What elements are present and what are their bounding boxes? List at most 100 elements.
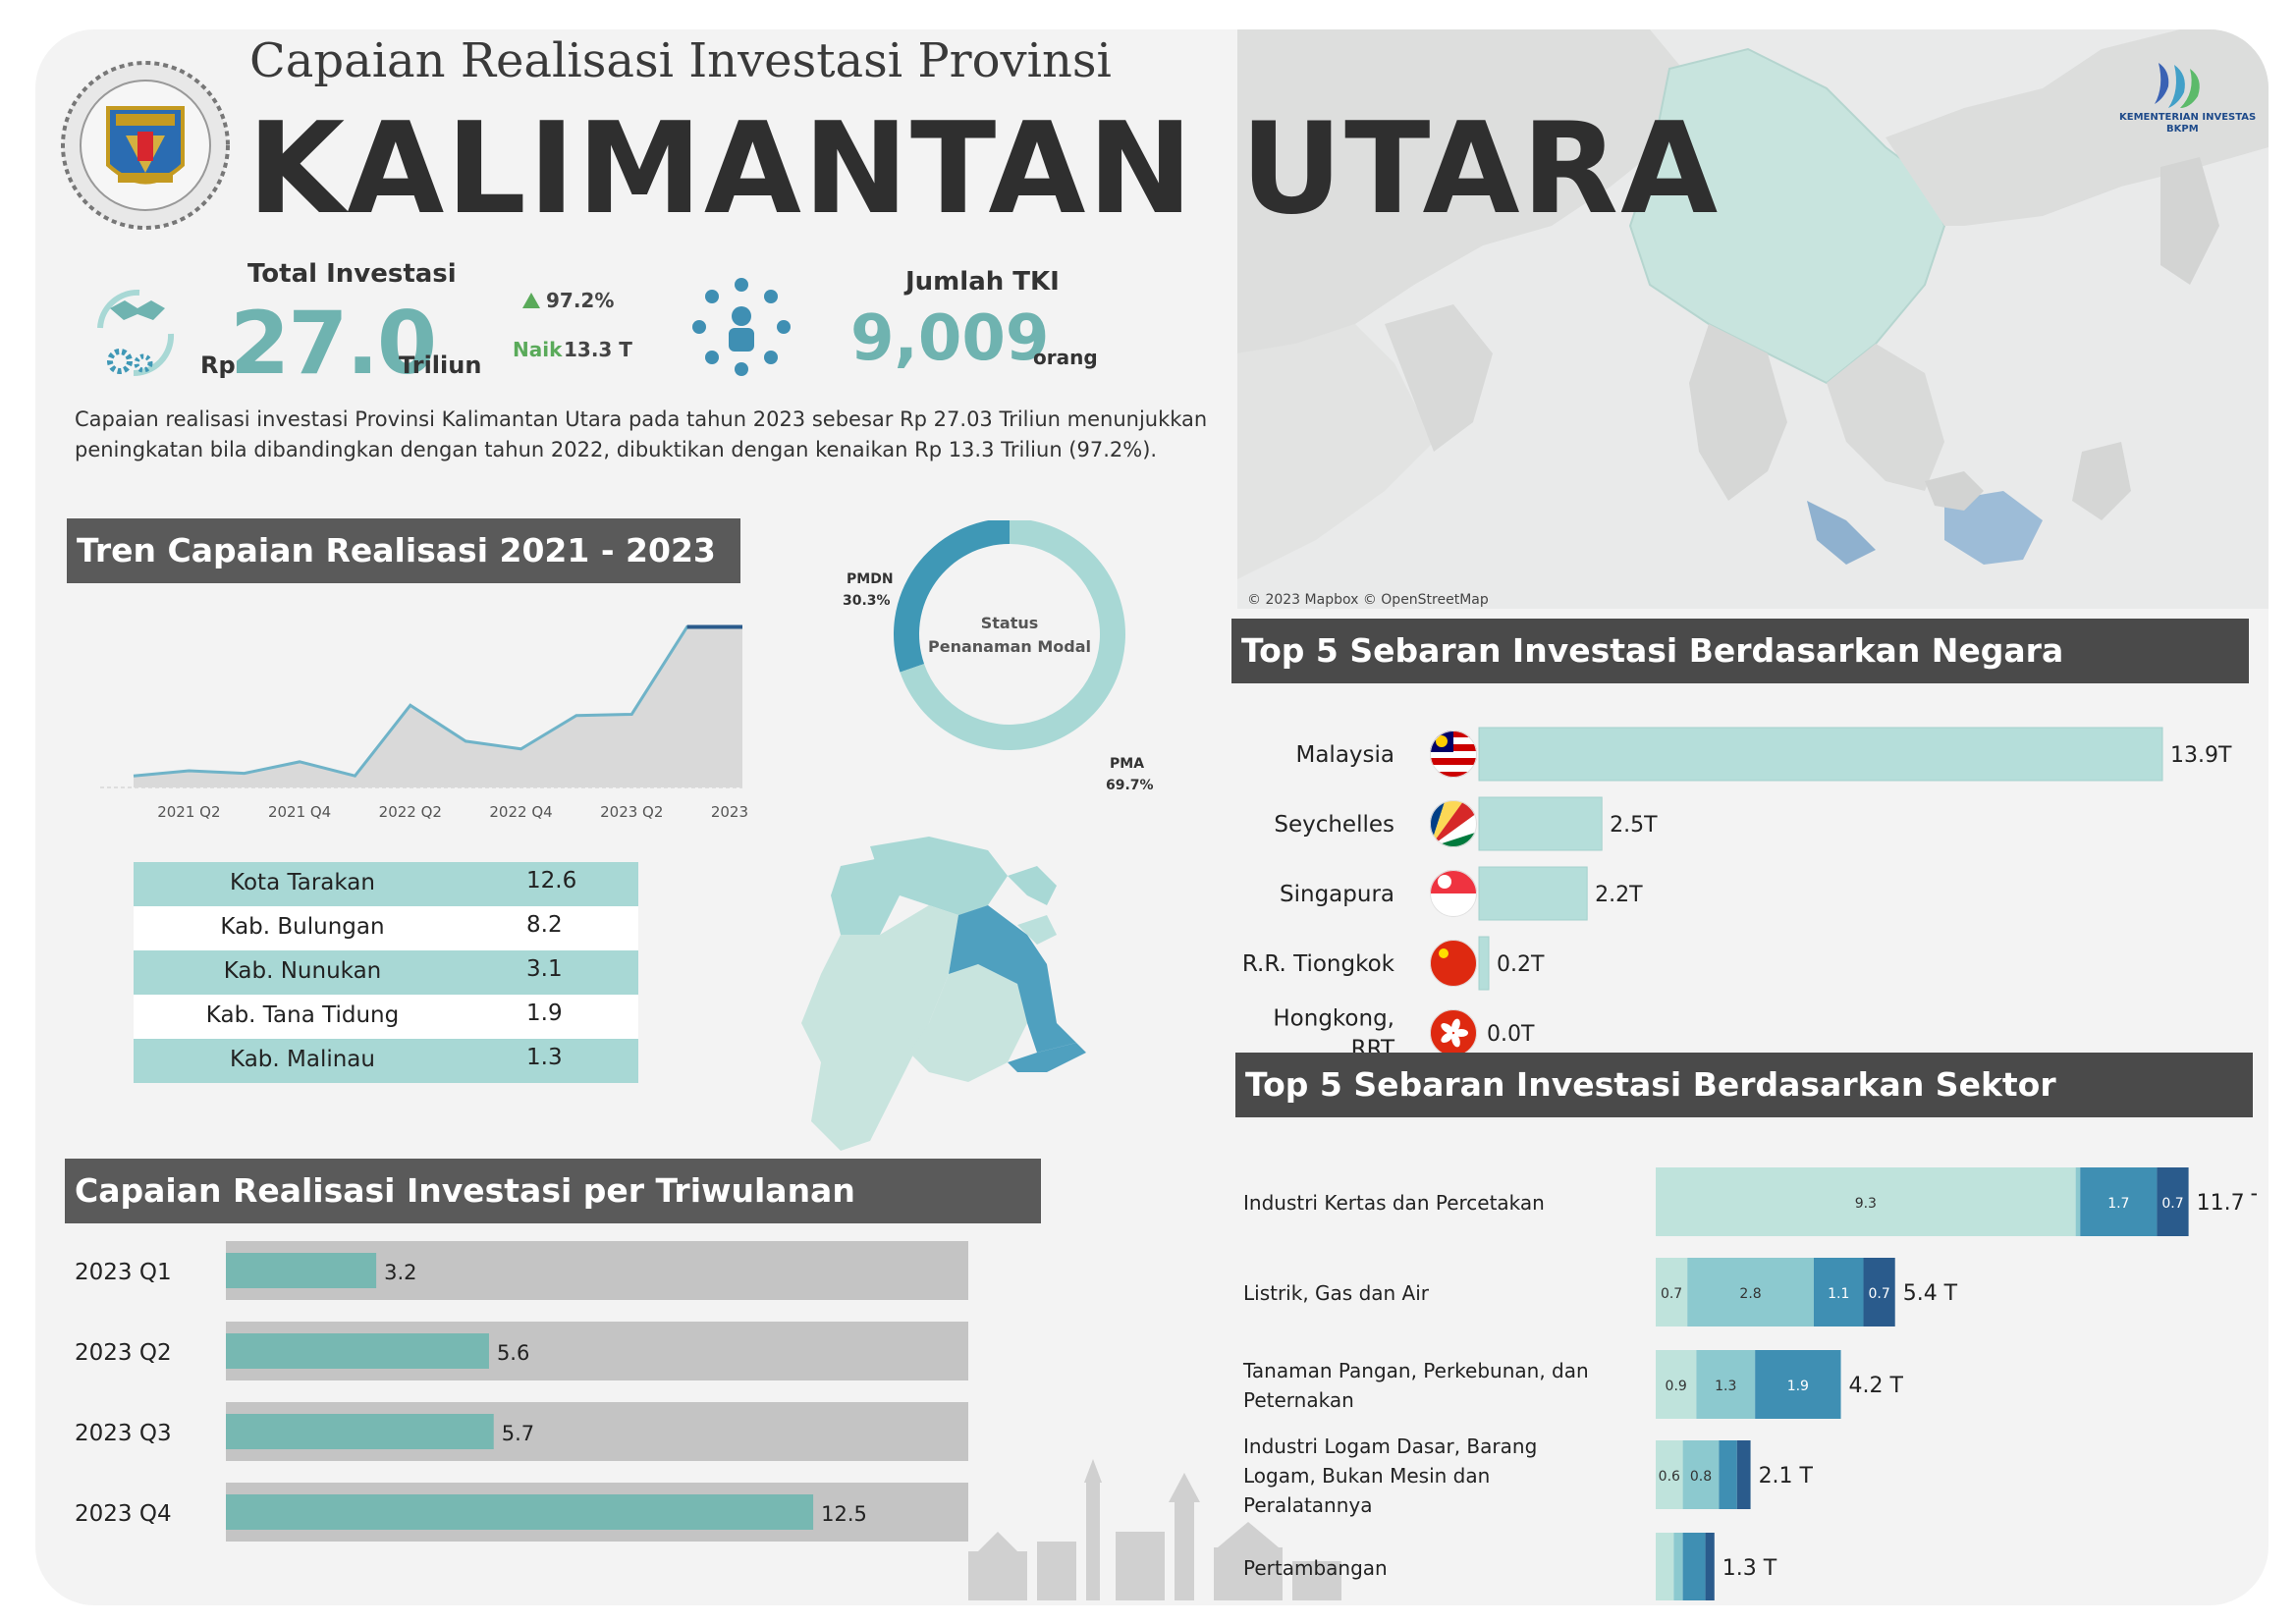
sector-segment-label: 1.7 bbox=[2107, 1196, 2129, 1212]
country-value-label: 0.2T bbox=[1497, 952, 1545, 977]
regency-name: Kab. Malinau bbox=[230, 1047, 375, 1072]
sector-label: Listrik, Gas dan Air bbox=[1243, 1281, 1430, 1305]
regency-name: Kota Tarakan bbox=[230, 870, 375, 895]
sector-total-label: 1.3 T bbox=[1722, 1556, 1777, 1581]
regency-value: 8.2 bbox=[526, 912, 563, 938]
sector-segment bbox=[2080, 1167, 2158, 1236]
sector-segment bbox=[1705, 1533, 1715, 1600]
donut-center-label-line1: Status bbox=[981, 614, 1039, 632]
donut-slice-pmdn bbox=[894, 520, 1010, 673]
sector-segment-label: 2.8 bbox=[1739, 1286, 1761, 1302]
flag-china-icon bbox=[1430, 940, 1477, 987]
sector-segment bbox=[1813, 1258, 1864, 1326]
sectors-chart: Industri Kertas dan Percetakan 9.3 1.7 0.7 1… bbox=[1242, 1167, 2257, 1600]
sector-label: Pertambangan bbox=[1243, 1556, 1388, 1580]
sector-segment bbox=[2075, 1167, 2081, 1236]
regency-row: Kab. Tana Tidung 1.9 bbox=[134, 995, 638, 1039]
sector-label: Peternakan bbox=[1243, 1388, 1354, 1412]
regency-row: Kab. Malinau 1.3 bbox=[134, 1039, 638, 1083]
donut-label-pmdn: PMDN bbox=[847, 571, 894, 587]
regency-name: Kab. Nunukan bbox=[223, 958, 382, 984]
quarter-value-label: 12.5 bbox=[821, 1502, 867, 1526]
trend-tick-label: 2023 Q4 bbox=[711, 803, 752, 821]
regency-row: Kab. Nunukan 3.1 bbox=[134, 950, 638, 995]
quarter-category-label: 2023 Q2 bbox=[75, 1340, 172, 1366]
quarter-category-label: 2023 Q3 bbox=[75, 1421, 172, 1446]
flag-hongkong-icon bbox=[1430, 1009, 1477, 1056]
growth-label: Naik bbox=[513, 338, 563, 361]
growth-value: 13.3 T bbox=[564, 338, 632, 361]
country-bar bbox=[1478, 796, 1603, 851]
sector-label: Peralatannya bbox=[1243, 1493, 1372, 1517]
sector-segment bbox=[1656, 1167, 2076, 1236]
page-title: KALIMANTAN UTARA bbox=[247, 96, 1721, 243]
country-bar bbox=[1478, 936, 1490, 991]
donut-center-label-line2: Penanaman Modal bbox=[928, 637, 1091, 656]
ministry-line2: BKPM bbox=[2166, 124, 2199, 135]
trend-tick-label: 2022 Q2 bbox=[379, 803, 442, 821]
sector-label: Logam, Bukan Mesin dan bbox=[1243, 1464, 1490, 1488]
description-text: Capaian realisasi investasi Provinsi Kal… bbox=[75, 407, 1208, 461]
flag-singapore-icon bbox=[1430, 870, 1477, 917]
status-donut-chart: Status Penanaman Modal PMDN 30.3% PMA 69.7% bbox=[843, 520, 1154, 793]
tki-label: Jumlah TKI bbox=[905, 267, 1060, 297]
total-unit-label: Triliun bbox=[399, 352, 482, 379]
trend-tick-label: 2021 Q2 bbox=[157, 803, 220, 821]
country-bar bbox=[1478, 866, 1588, 921]
regency-value: 1.3 bbox=[526, 1045, 563, 1070]
regency-name: Kab. Tana Tidung bbox=[205, 1002, 400, 1028]
sector-segment-label: 0.9 bbox=[1666, 1379, 1687, 1394]
sector-segment bbox=[1656, 1258, 1688, 1326]
trend-tick-label: 2022 Q4 bbox=[489, 803, 552, 821]
sector-total-label: 5.4 T bbox=[1903, 1281, 1958, 1306]
sector-segment bbox=[1755, 1350, 1841, 1419]
quarter-value-label: 5.6 bbox=[497, 1341, 529, 1365]
country-value-label: 13.9T bbox=[2170, 743, 2232, 768]
quarter-bar bbox=[226, 1414, 494, 1449]
sector-label: Industri Logam Dasar, Barang bbox=[1243, 1435, 1537, 1458]
trend-tick-label: 2023 Q2 bbox=[600, 803, 663, 821]
dashboard-card: © 2023 Mapbox © OpenStreetMap Capaian Re… bbox=[35, 29, 2269, 1605]
sector-segment bbox=[1863, 1258, 1895, 1326]
regency-row: Kota Tarakan 12.6 bbox=[134, 862, 638, 906]
sector-segment-label: 0.8 bbox=[1690, 1469, 1712, 1485]
sector-segment bbox=[1736, 1440, 1751, 1509]
currency-label: Rp bbox=[200, 352, 236, 379]
sector-segment bbox=[1682, 1533, 1706, 1600]
total-investasi-label: Total Investasi bbox=[247, 259, 457, 289]
country-label: Hongkong, bbox=[1273, 1006, 1394, 1032]
page-subtitle: Capaian Realisasi Investasi Provinsi bbox=[249, 33, 1112, 88]
countries-chart: Malaysia 13.9T Seychelles 2.5T Singapura 2.2T… bbox=[1242, 727, 2232, 1062]
donut-label-pma: PMA bbox=[1110, 756, 1144, 772]
quarter-value-label: 3.2 bbox=[384, 1261, 416, 1284]
regency-value: 3.1 bbox=[526, 956, 563, 982]
sector-segment-label: 9.3 bbox=[1855, 1196, 1877, 1212]
flag-malaysia-icon bbox=[1430, 731, 1477, 778]
quarter-category-label: 2023 Q4 bbox=[75, 1501, 172, 1527]
quarter-bar bbox=[226, 1494, 814, 1530]
skyline-decoration-icon bbox=[968, 1459, 1341, 1600]
donut-value-pmdn: 30.3% bbox=[843, 593, 891, 609]
sector-segment bbox=[1682, 1440, 1720, 1509]
tki-unit: orang bbox=[1033, 346, 1098, 369]
country-label: R.R. Tiongkok bbox=[1242, 951, 1395, 977]
sectors-chart-title: Top 5 Sebaran Investasi Berdasarkan Sekt… bbox=[1235, 1053, 2253, 1117]
sector-segment bbox=[1673, 1533, 1683, 1600]
quarter-bar bbox=[226, 1253, 377, 1288]
sector-total-label: 11.7 T bbox=[2197, 1191, 2257, 1216]
sector-segment-label: 1.3 bbox=[1715, 1379, 1736, 1394]
sector-segment bbox=[1656, 1350, 1697, 1419]
country-value-label: 0.0T bbox=[1487, 1022, 1535, 1047]
sector-segment-label: 1.1 bbox=[1828, 1286, 1849, 1302]
countries-chart-title: Top 5 Sebaran Investasi Berdasarkan Nega… bbox=[1231, 619, 2249, 683]
quarter-category-label: 2023 Q1 bbox=[75, 1260, 172, 1285]
regency-table: Kota Tarakan 12.6 Kab. Bulungan 8.2 Kab. Nun… bbox=[134, 862, 638, 1083]
sector-segment bbox=[1696, 1350, 1756, 1419]
growth-up-icon bbox=[522, 293, 540, 308]
trend-line bbox=[133, 625, 742, 778]
workforce-icon bbox=[692, 278, 791, 376]
quarterly-chart: 2023 Q1 3.2 2023 Q2 5.6 2023 Q3 5.7 2023 Q4 12.… bbox=[75, 1241, 968, 1542]
handshake-gear-icon bbox=[97, 289, 175, 377]
ministry-line1: KEMENTERIAN INVESTASI/ bbox=[2119, 112, 2257, 123]
sector-segment-label: 0.6 bbox=[1659, 1469, 1680, 1485]
